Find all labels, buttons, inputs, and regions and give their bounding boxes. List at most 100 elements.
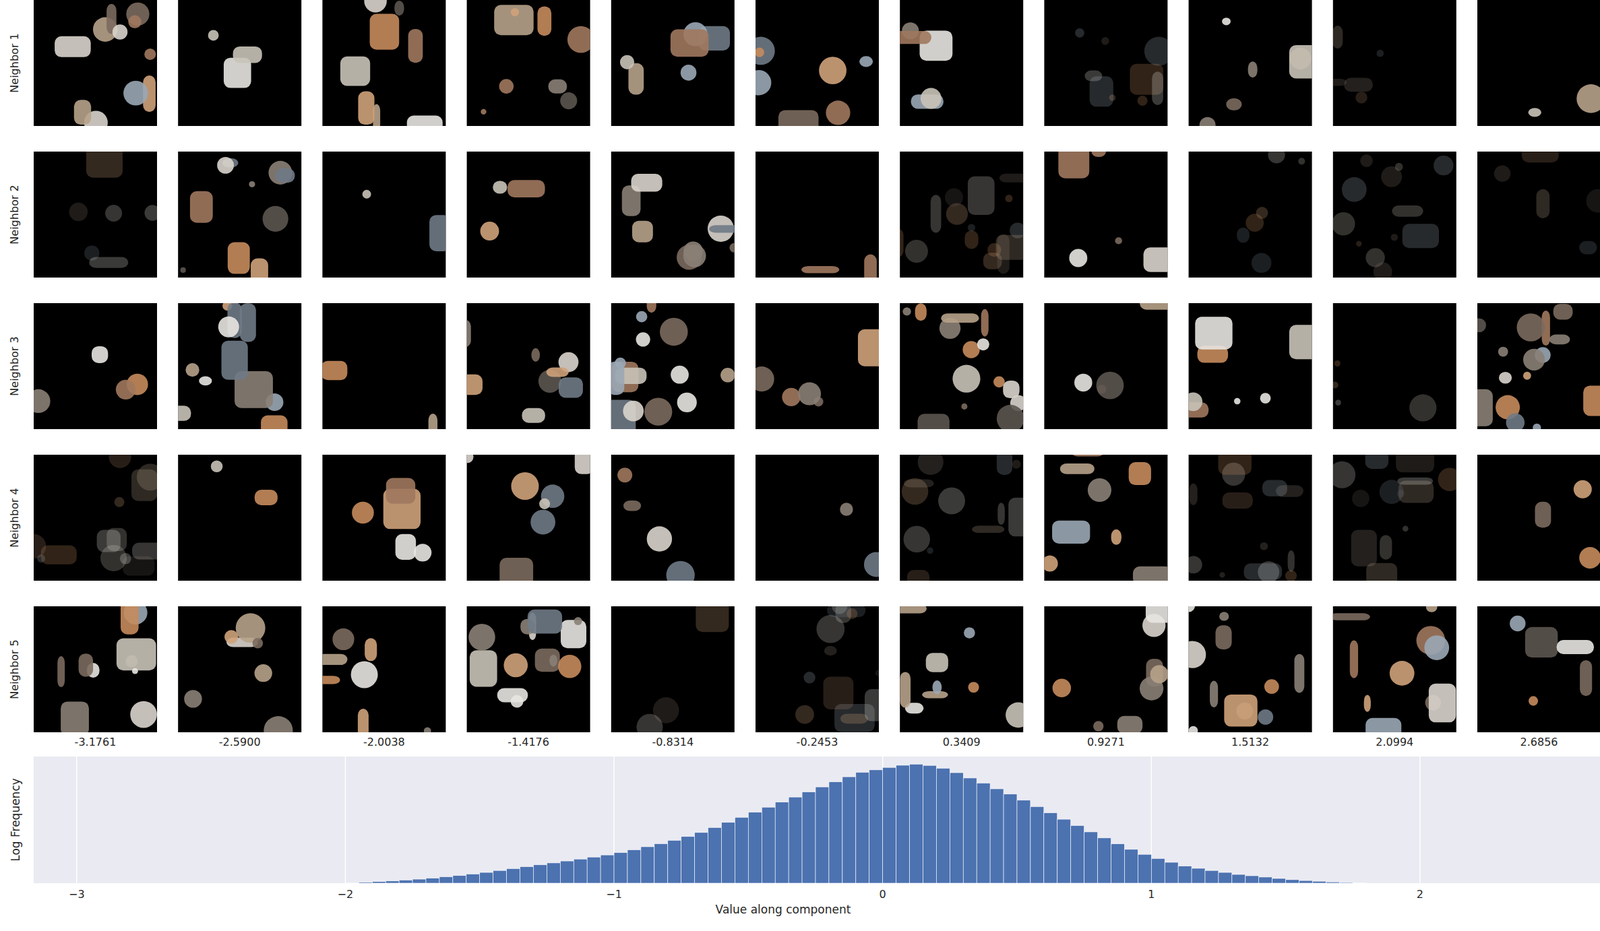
patch-blob — [971, 525, 1005, 534]
hist-bar — [748, 812, 762, 884]
patch-blob — [1373, 262, 1393, 278]
hist-bar — [1245, 876, 1259, 884]
masked-patch — [601, 293, 735, 439]
patch-bg — [755, 303, 879, 430]
patch-bg — [1477, 303, 1600, 430]
patch-blob — [1506, 413, 1526, 430]
patch-blob — [899, 671, 911, 708]
column-value: -3.1761 — [74, 735, 117, 749]
patch-blob — [1391, 233, 1399, 242]
patch-blob — [33, 534, 46, 559]
masked-patch — [611, 599, 735, 741]
patch-blob — [1245, 213, 1264, 232]
patch-blob — [1351, 489, 1370, 508]
patch-blob — [630, 173, 662, 192]
patch-content — [795, 606, 879, 733]
hist-bar — [1003, 794, 1018, 884]
patch-bg — [755, 606, 879, 733]
patch-blob — [560, 620, 587, 649]
masked-patch — [1329, 601, 1456, 743]
patch-bg — [177, 151, 302, 278]
hist-bar — [855, 772, 870, 884]
patch-blob — [1225, 98, 1242, 111]
patch-blob — [1222, 492, 1253, 509]
patch-blob — [69, 202, 89, 222]
patch-blob — [1234, 398, 1241, 406]
patch-bg — [322, 606, 446, 733]
patch-blob — [254, 489, 278, 506]
patch-blob — [926, 547, 934, 555]
masked-patch — [749, 303, 898, 430]
patch-blob — [254, 664, 273, 683]
masked-patch — [467, 0, 595, 127]
patch-bg — [899, 0, 1024, 127]
patch-blob — [549, 655, 558, 668]
patch-blob — [1236, 227, 1250, 244]
patch-blob — [899, 606, 927, 614]
patch-blob — [235, 613, 266, 643]
patch-blob — [917, 454, 944, 476]
hist-bar — [922, 765, 937, 884]
patch-bg — [611, 151, 735, 278]
column-value: -0.2453 — [796, 735, 839, 749]
patch-content — [1333, 454, 1457, 581]
hist-bar — [936, 768, 950, 884]
patch-blob — [1356, 241, 1362, 247]
column-value: 1.5132 — [1231, 735, 1270, 749]
hist-bar — [815, 787, 829, 884]
patch-blob — [755, 70, 772, 96]
patch-bg — [177, 454, 302, 581]
patch-blob — [499, 558, 534, 581]
patch-bg — [467, 606, 591, 733]
patch-blob — [263, 716, 293, 733]
patch-blob — [112, 24, 128, 40]
patch-content — [322, 361, 438, 430]
patch-blob — [1397, 477, 1433, 486]
patch-content — [755, 37, 873, 127]
patch-blob — [1289, 324, 1313, 360]
column-value: 2.6856 — [1520, 735, 1559, 749]
masked-patch — [1326, 0, 1457, 127]
hist-bar — [654, 843, 668, 884]
patch-blob — [1257, 709, 1274, 726]
patch-blob — [907, 570, 930, 581]
patch-blob — [944, 188, 964, 207]
patch-blob — [1333, 568, 1334, 581]
patch-blob — [938, 487, 966, 515]
patch-blob — [1117, 716, 1143, 733]
patch-blob — [408, 28, 424, 63]
patch-blob — [846, 608, 858, 620]
patch-blob — [510, 695, 524, 709]
patch-blob — [903, 526, 931, 553]
hist-bar — [533, 865, 547, 884]
patch-blob — [322, 361, 348, 381]
patch-blob — [967, 682, 979, 693]
patch-blob — [1494, 165, 1511, 182]
patch-blob — [1223, 694, 1257, 728]
patch-blob — [233, 46, 263, 64]
patch-blob — [1509, 616, 1526, 632]
patch-blob — [1534, 502, 1551, 528]
patch-blob — [1498, 372, 1512, 385]
patch-blob — [647, 303, 657, 313]
patch-blob — [997, 502, 1005, 526]
patch-bg — [755, 454, 879, 581]
hist-bar — [1124, 849, 1138, 884]
patch-blob — [1549, 334, 1571, 346]
hist-bar — [573, 859, 588, 884]
hist-bar — [1097, 838, 1112, 884]
patch-blob — [480, 221, 500, 241]
hist-bar — [520, 866, 534, 884]
patch-blob — [920, 88, 942, 110]
masked-patch — [1188, 0, 1330, 134]
patch-blob — [647, 526, 672, 552]
patch-blob — [993, 376, 1005, 388]
patch-content — [622, 173, 735, 270]
masked-patch — [457, 303, 590, 430]
patch-blob — [1289, 45, 1313, 79]
patch-bg — [1477, 606, 1600, 733]
patch-blob — [1556, 640, 1594, 655]
patch-blob — [781, 388, 800, 407]
patch-blob — [677, 392, 697, 413]
patch-blob — [88, 256, 129, 268]
